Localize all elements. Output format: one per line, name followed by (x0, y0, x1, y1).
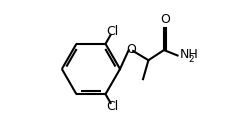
Text: Cl: Cl (106, 100, 119, 113)
Text: O: O (126, 43, 136, 56)
Text: 2: 2 (189, 55, 194, 64)
Text: Cl: Cl (106, 25, 119, 38)
Text: O: O (160, 13, 170, 26)
Text: NH: NH (180, 48, 199, 61)
